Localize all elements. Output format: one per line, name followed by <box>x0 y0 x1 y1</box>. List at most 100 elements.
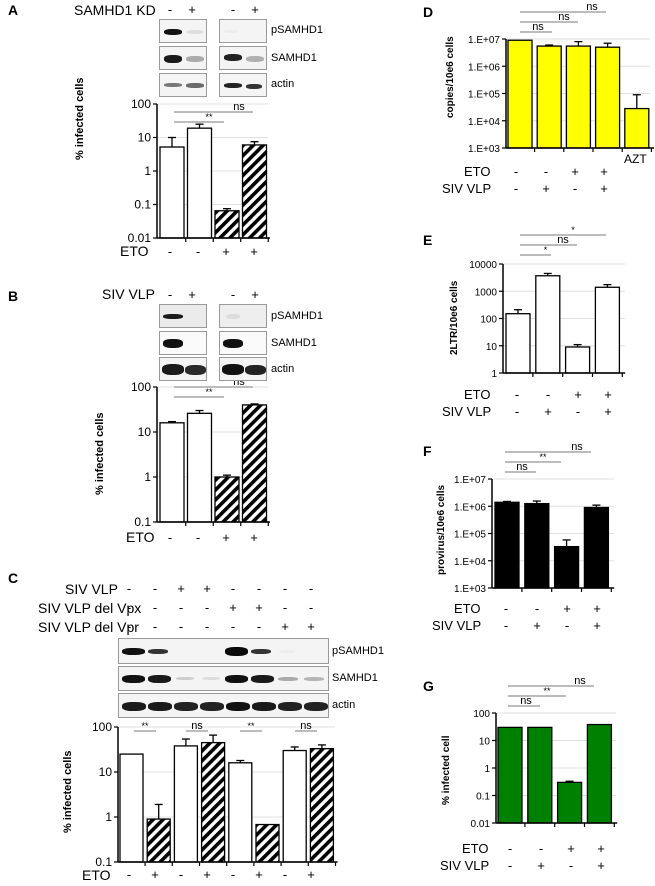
panel-e-ylabel: 2LTR/10e6 cells <box>449 280 460 355</box>
significance-label: ns <box>558 11 570 23</box>
panel-c-condition-sign: - <box>126 600 132 615</box>
panel-f-eto-sign: - <box>503 601 509 616</box>
y-tick-label: 10 <box>486 342 498 353</box>
bar <box>497 726 523 824</box>
y-tick-label: 1.E+06 <box>454 502 486 513</box>
panel-c-eto-sign: - <box>178 867 184 882</box>
panel-a-kd-label: SAMHD1 KD <box>74 2 156 18</box>
y-tick-label: 1000 <box>475 287 498 298</box>
panel-e-vlp-label: SIV VLP <box>442 404 492 419</box>
panel-c-condition-sign: - <box>204 619 210 634</box>
bar <box>146 818 171 863</box>
bar <box>214 476 240 523</box>
significance-label: ns <box>571 441 583 453</box>
blot-label-samhd1: SAMHD1 <box>332 672 378 684</box>
significance-label: ns <box>520 695 532 707</box>
significance-label: ** <box>543 686 551 696</box>
panel-c-eto-sign: - <box>126 867 132 882</box>
significance-label: ns <box>532 21 544 33</box>
y-tick-label: 1 <box>105 810 112 824</box>
chart-panel-d: 1.E+07 1.E+06 1.E+05 1.E+04 1.E+03 ns ns ns <box>468 1 654 155</box>
panel-b-vlp-sign: - <box>230 287 236 302</box>
blot-label-psamhd1: pSAMHD1 <box>271 310 323 322</box>
panel-c-condition-sign: + <box>307 619 315 634</box>
panel-b-letter: B <box>8 288 19 304</box>
panel-f-vlp-sign: + <box>533 618 541 633</box>
panel-g-vlp-label: SIV VLP <box>440 858 490 873</box>
bar <box>214 210 240 239</box>
panel-c-blot-psamhd1 <box>118 638 329 664</box>
y-tick-label: 1.E+06 <box>468 62 500 73</box>
significance-label: ** <box>205 112 213 122</box>
blot-lane-box <box>159 331 207 355</box>
chart-panel-c: 100 10 1 0.1 ** ns ** ns <box>92 720 338 869</box>
panel-c-blot-samhd1 <box>118 666 329 691</box>
panel-d-eto-sign: - <box>543 164 549 179</box>
panel-a-kd-sign: + <box>188 2 196 17</box>
panel-e-eto-sign: - <box>514 387 520 402</box>
bar <box>119 753 144 863</box>
panel-c-condition-sign: + <box>229 600 237 615</box>
panel-a-eto-sign: + <box>222 244 230 259</box>
panel-e-vlp-sign: - <box>514 404 520 419</box>
panel-c-condition-sign: - <box>230 581 236 596</box>
y-tick-label: 10 <box>99 765 113 779</box>
panel-c-condition-sign: - <box>204 600 210 615</box>
blot-lane-box <box>159 46 207 70</box>
bar <box>200 741 226 863</box>
y-tick-label: 1.E+03 <box>468 144 500 155</box>
panel-d-letter: D <box>423 4 434 20</box>
y-tick-label: 100 <box>480 315 497 326</box>
y-tick-label: 1.E+07 <box>468 35 500 46</box>
panel-b-eto-sign: - <box>167 530 173 545</box>
panel-d-vlp-sign: - <box>513 181 519 196</box>
panel-g-eto-label: ETO <box>462 841 489 856</box>
bar <box>505 313 531 374</box>
y-tick-label: 0.1 <box>134 515 151 529</box>
bar <box>186 412 213 523</box>
panel-b-eto-label: ETO <box>126 529 155 545</box>
significance-label: ** <box>539 452 547 462</box>
blot-lane-box <box>219 46 267 70</box>
panel-g-ylabel: % infected cell <box>441 735 452 805</box>
bar <box>241 404 268 523</box>
significance-label: * <box>571 225 575 235</box>
y-tick-label: 100 <box>131 380 151 394</box>
bar <box>524 502 550 589</box>
y-tick-label: 10 <box>479 737 491 748</box>
blot-lane-box <box>159 357 207 381</box>
y-tick-label: 1 <box>144 470 151 484</box>
panel-c-condition-sign: + <box>203 581 211 596</box>
panel-d-vlp-sign: - <box>572 181 578 196</box>
y-tick-label: 10000 <box>469 260 497 271</box>
y-tick-label: 0.1 <box>95 855 112 869</box>
blot-lane-box <box>159 19 207 43</box>
panel-a-letter: A <box>8 2 19 18</box>
panel-c-row-label: SIV VLP del Vpr <box>38 619 139 635</box>
panel-c-condition-sign: - <box>126 581 132 596</box>
panel-c-condition-sign: - <box>152 600 158 615</box>
panel-a-kd-sign: + <box>251 2 259 17</box>
panel-c-eto-sign: + <box>203 867 211 882</box>
panel-f-eto-label: ETO <box>454 601 481 616</box>
panel-f-eto-sign: + <box>563 601 571 616</box>
panel-a-eto-sign: - <box>167 244 173 259</box>
panel-f-eto-sign: + <box>593 601 601 616</box>
chart-panel-g: 100 10 1 0.1 0.01 ns ** ns <box>471 675 618 830</box>
panel-f-ylabel: provirus/10e6 cells <box>436 484 447 575</box>
panel-c-condition-sign: + <box>255 600 263 615</box>
panel-d-vlp-label: SIV VLP <box>442 181 492 196</box>
panel-g-vlp-sign: - <box>507 858 513 873</box>
panel-b-eto-sign: + <box>250 530 258 545</box>
blot-lane-box <box>219 331 267 355</box>
blot-lane-box <box>159 73 207 97</box>
chart-panel-a: 100 10 1 0.1 0.01 ** ns <box>128 97 270 245</box>
significance-label: ** <box>247 721 255 731</box>
bar <box>159 422 185 523</box>
significance-label: ** <box>205 387 213 397</box>
significance-label: ns <box>586 1 598 13</box>
panel-b-ylabel: % infected cells <box>94 412 106 495</box>
panel-b-vlp-label: SIV VLP <box>102 286 155 302</box>
significance-label: ns <box>233 101 245 113</box>
panel-d-eto-label: ETO <box>464 164 491 179</box>
